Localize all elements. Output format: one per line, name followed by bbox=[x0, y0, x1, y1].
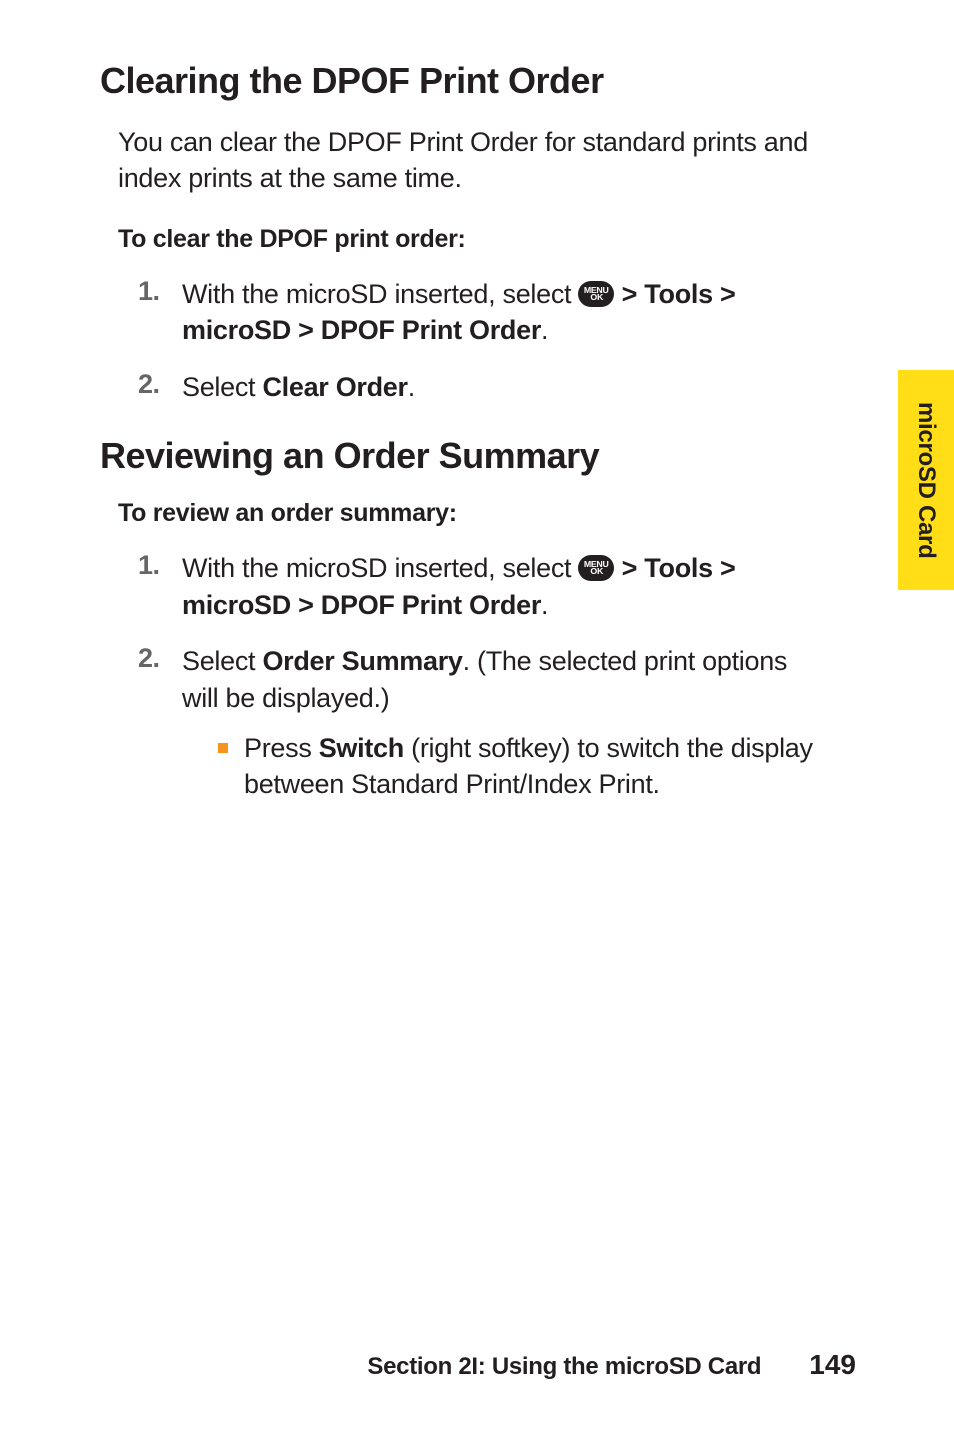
step-text: Select Order Summary. (The selected prin… bbox=[182, 643, 830, 803]
step-number: 1. bbox=[138, 550, 182, 581]
step-tail: . bbox=[408, 372, 415, 402]
step-item: 1. With the microSD inserted, select MEN… bbox=[138, 276, 830, 349]
step-item: 1. With the microSD inserted, select MEN… bbox=[138, 550, 830, 623]
side-tab-label: microSD Card bbox=[912, 402, 940, 558]
step-item: 2. Select Order Summary. (The selected p… bbox=[138, 643, 830, 803]
square-bullet-icon bbox=[218, 743, 228, 753]
step-text: Select Clear Order. bbox=[182, 369, 830, 405]
step-text: With the microSD inserted, select MENUOK… bbox=[182, 276, 830, 349]
content-area: Clearing the DPOF Print Order You can cl… bbox=[100, 60, 830, 833]
page-footer: Section 2I: Using the microSD Card 149 bbox=[0, 1349, 954, 1381]
footer-page-number: 149 bbox=[809, 1349, 856, 1381]
step-tail: . bbox=[541, 315, 548, 345]
sub-list: Press Switch (right softkey) to switch t… bbox=[218, 730, 830, 803]
step-number: 2. bbox=[138, 369, 182, 400]
sub-item: Press Switch (right softkey) to switch t… bbox=[218, 730, 830, 803]
step-pre: With the microSD inserted, select bbox=[182, 279, 578, 309]
step-bold: Clear Order bbox=[262, 372, 407, 402]
sub-text: Press Switch (right softkey) to switch t… bbox=[244, 730, 830, 803]
step-item: 2. Select Clear Order. bbox=[138, 369, 830, 405]
step-number: 1. bbox=[138, 276, 182, 307]
sub-bold: Switch bbox=[319, 733, 404, 763]
menu-ok-icon: MENUOK bbox=[578, 555, 614, 581]
heading-clearing: Clearing the DPOF Print Order bbox=[100, 60, 830, 102]
footer-section-label: Section 2I: Using the microSD Card bbox=[367, 1353, 761, 1381]
step-pre: Select bbox=[182, 372, 262, 402]
step-tail: . bbox=[541, 590, 548, 620]
sub-pre: Press bbox=[244, 733, 319, 763]
lead-reviewing: To review an order summary: bbox=[118, 499, 830, 528]
step-pre: With the microSD inserted, select bbox=[182, 553, 578, 583]
side-tab: microSD Card bbox=[898, 370, 954, 590]
page: Clearing the DPOF Print Order You can cl… bbox=[0, 0, 954, 1431]
intro-clearing: You can clear the DPOF Print Order for s… bbox=[118, 124, 830, 197]
step-number: 2. bbox=[138, 643, 182, 674]
step-pre: Select bbox=[182, 646, 262, 676]
menu-ok-icon: MENUOK bbox=[578, 281, 614, 307]
step-text: With the microSD inserted, select MENUOK… bbox=[182, 550, 830, 623]
step-bold: Order Summary bbox=[262, 646, 462, 676]
lead-clearing: To clear the DPOF print order: bbox=[118, 225, 830, 254]
steps-reviewing: 1. With the microSD inserted, select MEN… bbox=[138, 550, 830, 803]
heading-reviewing: Reviewing an Order Summary bbox=[100, 435, 830, 477]
steps-clearing: 1. With the microSD inserted, select MEN… bbox=[138, 276, 830, 405]
